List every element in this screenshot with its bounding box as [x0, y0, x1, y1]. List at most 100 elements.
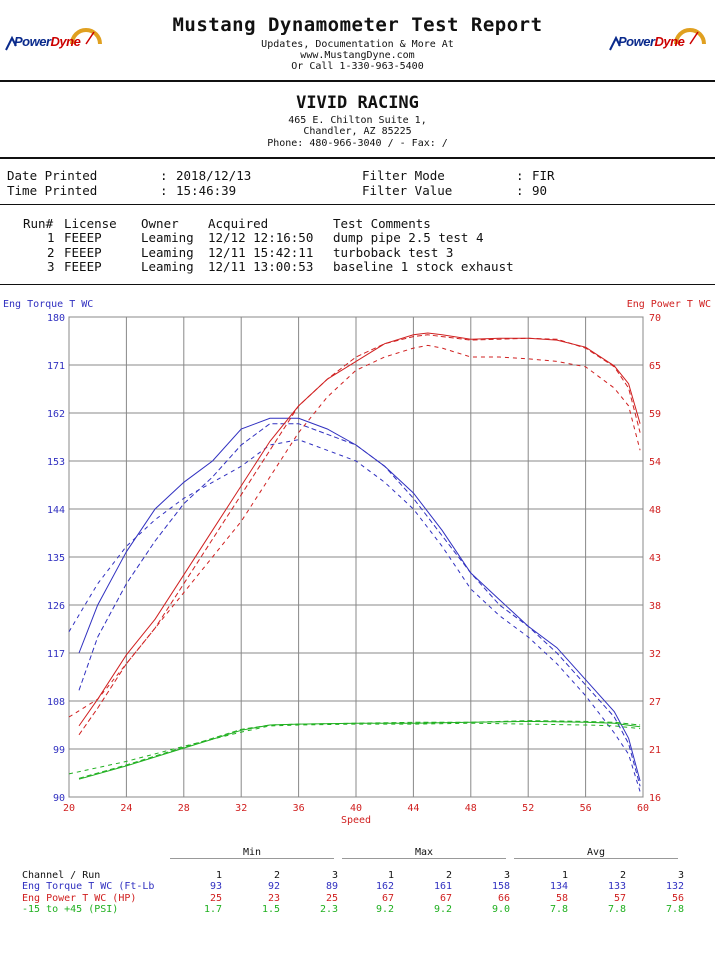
header-line-2: www.MustangDyne.com [300, 50, 415, 61]
x-tick-label: 60 [637, 803, 649, 814]
runs-header-comments: Test Comments [333, 216, 431, 231]
left-tick-label: 99 [53, 745, 65, 756]
chart-lines [68, 332, 641, 792]
runs-header-owner: Owner [141, 216, 179, 231]
header-line-3: Or Call 1-330-963-5400 [291, 61, 424, 72]
x-tick-label: 44 [407, 803, 419, 814]
right-tick-label: 21 [649, 745, 661, 756]
summary-value: 133 [607, 881, 626, 892]
logo-icon [609, 28, 706, 51]
summary-value: 25 [325, 892, 338, 904]
summary-value: 132 [665, 881, 684, 892]
filter-mode-colon: : [516, 168, 524, 183]
x-tick-label: 56 [580, 803, 592, 814]
run-acquired: 12/11 13:00:53 [208, 259, 314, 274]
x-tick-label: 24 [120, 803, 132, 814]
report-title: Mustang Dynamometer Test Report [172, 14, 543, 36]
summary-run-number: 2 [619, 870, 626, 881]
summary-value: 7.8 [665, 904, 684, 915]
summary-value: 25 [209, 892, 222, 904]
summary-run-number: 3 [331, 870, 338, 881]
x-tick-label: 32 [235, 803, 247, 814]
x-tick-label: 52 [522, 803, 534, 814]
run-comment: baseline 1 stock exhaust [333, 259, 514, 274]
run-comment: dump pipe 2.5 test 4 [333, 230, 484, 245]
left-tick-label: 180 [47, 313, 65, 324]
right-axis-label: Eng Power T WC [626, 299, 711, 310]
left-tick-label: 162 [47, 409, 65, 420]
summary-run-number: 1 [215, 870, 222, 881]
run-comment: turboback test 3 [333, 245, 454, 260]
time-colon: : [160, 183, 168, 198]
summary-value: 67 [439, 892, 452, 904]
summary-value: 161 [433, 881, 452, 892]
run-owner: Leaming [141, 245, 194, 260]
left-tick-label: 126 [47, 601, 65, 612]
date-value: 2018/12/13 [176, 168, 252, 183]
x-tick-label: 40 [350, 803, 362, 814]
divider [0, 157, 715, 159]
run-number: 1 [47, 230, 55, 245]
group-min: Min [242, 847, 262, 858]
time-value: 15:46:39 [176, 183, 237, 198]
group-rule [170, 858, 334, 859]
x-tick-label: 48 [465, 803, 477, 814]
run-number: 3 [47, 259, 55, 274]
logo-text-dyne: Dyne [50, 34, 81, 49]
run-owner: Leaming [141, 230, 194, 245]
filter-value-colon: : [516, 183, 524, 198]
series-boost-run-3 [68, 722, 641, 775]
runs-header-license: License [64, 216, 117, 231]
group-rule [342, 858, 506, 859]
left-tick-label: 153 [47, 457, 65, 468]
dyno-chart: 20 24 28 32 36 40 44 48 52 56 60 90 16 99 21 108 27 117 32… [47, 313, 661, 826]
x-axis-label: Speed [341, 815, 371, 826]
x-tick-label: 28 [178, 803, 190, 814]
x-tick-label: 36 [293, 803, 305, 814]
series-torque-run-3 [68, 439, 641, 792]
divider [0, 80, 715, 82]
left-tick-label: 117 [47, 649, 65, 660]
header-line-1: Updates, Documentation & More At [261, 39, 454, 50]
left-tick-label: 108 [47, 697, 65, 708]
right-tick-label: 16 [649, 793, 661, 804]
company-address-1: 465 E. Chilton Suite 1, [288, 115, 427, 126]
summary-value: 57 [613, 892, 626, 904]
summary-run-number: 3 [503, 870, 510, 881]
runs-header-run: Run# [23, 216, 54, 231]
summary-value: 58 [555, 892, 568, 904]
logo-text-power: Power [618, 34, 655, 49]
summary-value: 66 [497, 892, 510, 904]
run-owner: Leaming [141, 259, 194, 274]
powerdyne-logo-left: PowerDyne [2, 24, 102, 60]
series-boost-run-2 [78, 720, 641, 779]
logo-text-power: Power [14, 34, 51, 49]
right-tick-label: 27 [649, 697, 661, 708]
summary-channel-label: -15 to +45 (PSI) [22, 904, 119, 915]
filter-mode-value: FIR [532, 168, 555, 183]
right-tick-label: 38 [649, 601, 661, 612]
left-tick-label: 171 [47, 361, 65, 372]
filter-value-label: Filter Value [362, 183, 453, 198]
channel-header: Channel / Run [22, 870, 101, 881]
right-tick-label: 32 [649, 649, 661, 660]
filter-mode-label: Filter Mode [362, 168, 445, 183]
run-license: FEEEP [64, 245, 102, 260]
summary-value: 9.2 [433, 904, 452, 915]
logo-text-dyne: Dyne [654, 34, 685, 49]
run-license: FEEEP [64, 259, 102, 274]
summary-run-number: 1 [561, 870, 568, 881]
summary-value: 162 [375, 881, 394, 892]
date-colon: : [160, 168, 168, 183]
divider [0, 204, 715, 205]
right-tick-label: 59 [649, 409, 661, 420]
summary-value: 1.7 [203, 904, 222, 915]
summary-value: 89 [325, 881, 338, 892]
powerdyne-logo-right: PowerDyne [606, 24, 706, 60]
left-tick-label: 144 [47, 505, 65, 516]
chart-ticks: 20 24 28 32 36 40 44 48 52 56 60 90 16 99 21 108 27 117 32… [47, 313, 661, 826]
company-address-2: Chandler, AZ 85225 [303, 126, 412, 137]
run-license: FEEEP [64, 230, 102, 245]
summary-value: 7.8 [549, 904, 568, 915]
right-tick-label: 65 [649, 361, 661, 372]
